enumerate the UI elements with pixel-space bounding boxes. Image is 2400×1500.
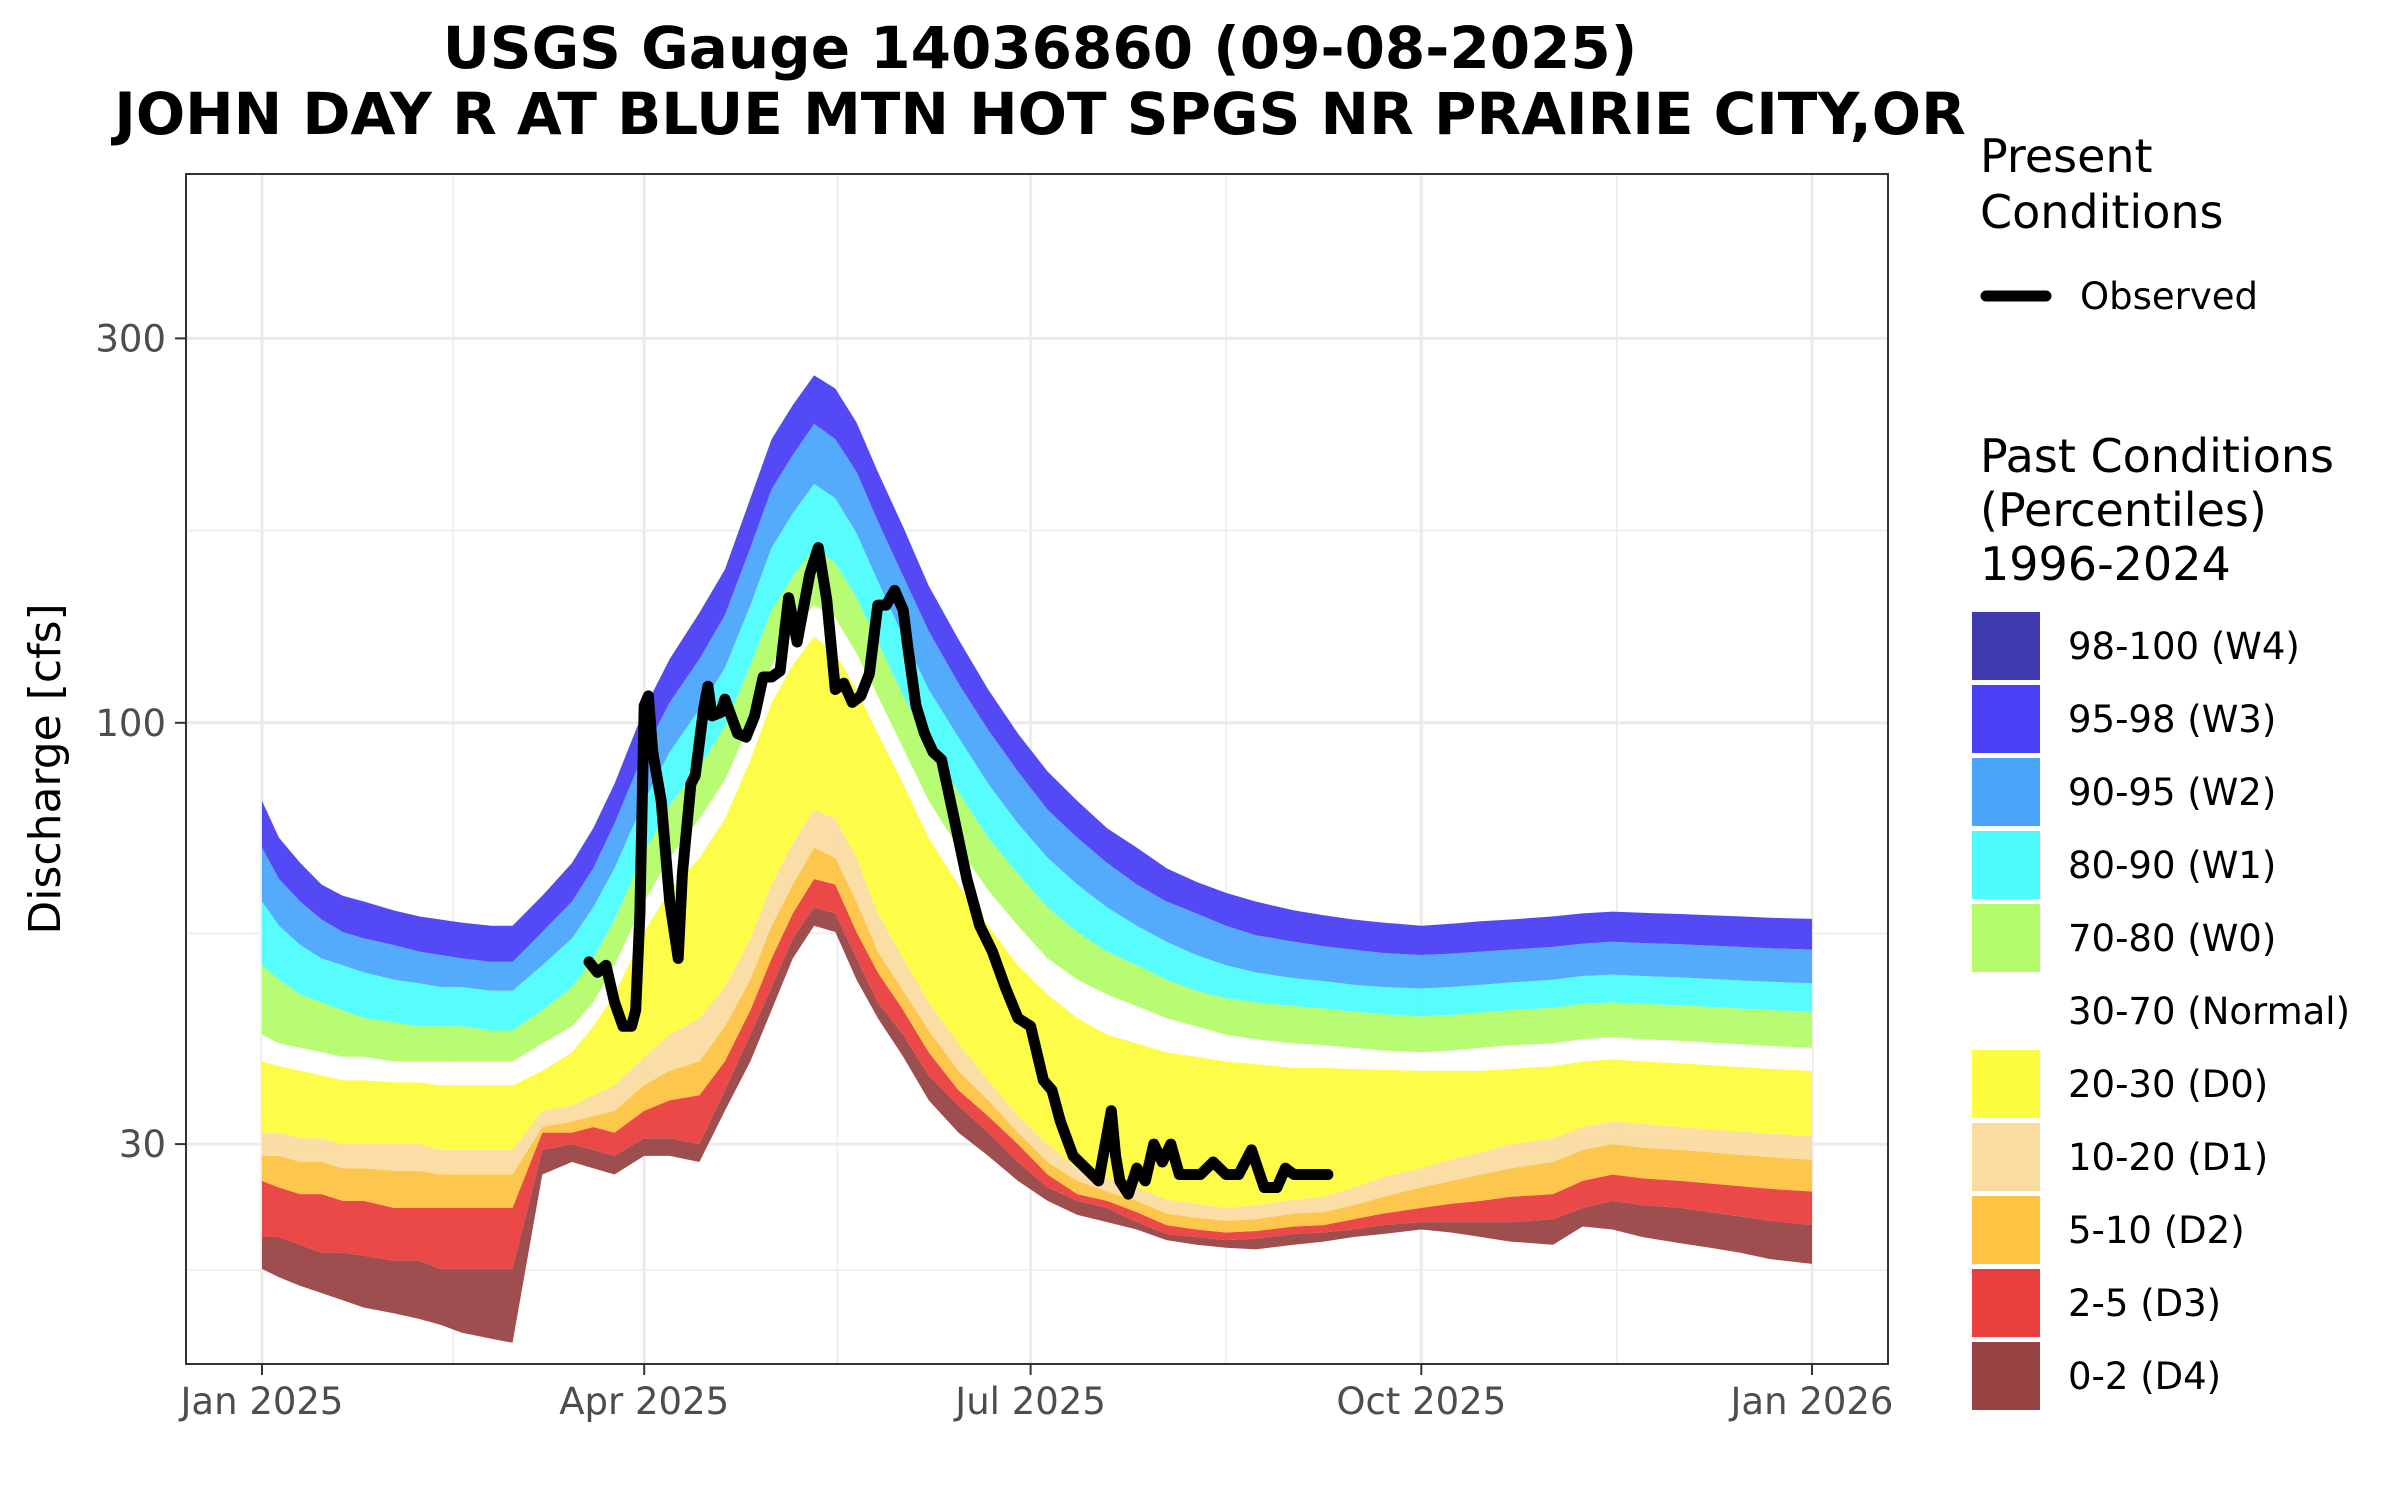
legend-label-98-100-w4-: 98-100 (W4) (2068, 625, 2300, 668)
band-5-10-d2- (262, 847, 1812, 1233)
y-tick-label: 30 (119, 1123, 166, 1166)
legend-key-20-30-d0- (1972, 1050, 2040, 1118)
percentile-bands (262, 375, 1812, 1343)
legend-past-title: (Percentiles) (1980, 483, 2267, 537)
legend-key-2-5-d3- (1972, 1269, 2040, 1337)
legend-label-0-2-d4-: 0-2 (D4) (2068, 1355, 2221, 1398)
legend-label-20-30-d0-: 20-30 (D0) (2068, 1063, 2268, 1106)
plot-border (185, 173, 1889, 1365)
legend-label-2-5-d3-: 2-5 (D3) (2068, 1282, 2221, 1325)
legend-key-10-20-d1- (1972, 1123, 2040, 1191)
band-0-2-d4- (262, 907, 1812, 1343)
legend-past-conditions: Past Conditions(Percentiles)1996-2024 98-… (1972, 429, 2350, 1410)
band-20-30-d0- (262, 636, 1812, 1208)
legend-observed-label: Observed (2080, 275, 2258, 318)
chart-subtitle: JOHN DAY R AT BLUE MTN HOT SPGS NR PRAIR… (110, 80, 1966, 148)
legend-label-10-20-d1-: 10-20 (D1) (2068, 1136, 2268, 1179)
legend-past-title: 1996-2024 (1980, 537, 2231, 591)
legend-label-80-90-w1-: 80-90 (W1) (2068, 844, 2276, 887)
legend-present-title: Present (1980, 129, 2153, 183)
legend-past-title: Past Conditions (1980, 429, 2334, 483)
legend-label-5-10-d2-: 5-10 (D2) (2068, 1209, 2245, 1252)
x-tick-label: Oct 2025 (1336, 1380, 1506, 1423)
chart-title: USGS Gauge 14036860 (09-08-2025) (443, 14, 1638, 82)
legend-label-90-95-w2-: 90-95 (W2) (2068, 771, 2276, 814)
legend-label-70-80-w0-: 70-80 (W0) (2068, 917, 2276, 960)
legend-key-90-95-w2- (1972, 758, 2040, 826)
legend-key-0-2-d4- (1972, 1342, 2040, 1410)
y-axis-title: Discharge [cfs] (20, 603, 71, 934)
y-tick-label: 100 (95, 702, 166, 745)
legend-key-5-10-d2- (1972, 1196, 2040, 1264)
x-tick-label: Jan 2025 (179, 1380, 344, 1423)
legend-key-70-80-w0- (1972, 904, 2040, 972)
y-tick-label: 300 (95, 317, 166, 360)
observed-series (583, 542, 1334, 1200)
band-2-5-d3- (262, 879, 1812, 1269)
legend-present-title: Conditions (1980, 185, 2223, 239)
legend-key-98-100-w4- (1972, 612, 2040, 680)
plot-panel (185, 173, 1889, 1365)
observed-line (583, 542, 1334, 1200)
band-10-20-d1- (262, 809, 1812, 1221)
y-axis: 30 100 300 (95, 317, 186, 1166)
legend-key-95-98-w3- (1972, 685, 2040, 753)
x-axis: Jan 2025 Apr 2025 Jul 2025 Oct 2025 Jan 2026 (179, 1364, 1894, 1423)
x-tick-label: Jan 2026 (1729, 1380, 1894, 1423)
legend-key-80-90-w1- (1972, 831, 2040, 899)
legend-key-30-70-normal- (1972, 977, 2040, 1045)
legend-label-30-70-normal-: 30-70 (Normal) (2068, 990, 2350, 1033)
x-tick-label: Apr 2025 (559, 1380, 729, 1423)
x-tick-label: Jul 2025 (953, 1380, 1106, 1423)
legend-label-95-98-w3-: 95-98 (W3) (2068, 698, 2276, 741)
band-70-80-w0- (262, 547, 1812, 1062)
